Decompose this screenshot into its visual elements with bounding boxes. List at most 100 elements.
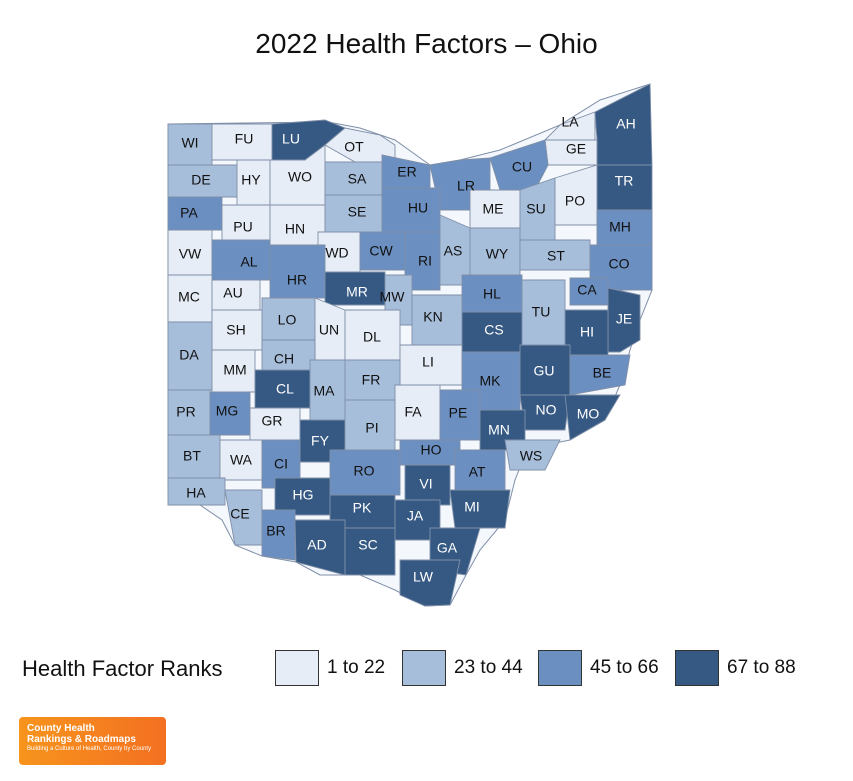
county-label-bt: BT [183, 448, 201, 464]
county-label-ge: GE [566, 141, 586, 157]
county-label-mk: MK [480, 373, 502, 389]
legend-label-4: 67 to 88 [727, 657, 796, 678]
legend-title: Health Factor Ranks [22, 656, 223, 681]
county-label-cs: CS [484, 322, 503, 338]
county-label-cw: CW [369, 243, 393, 259]
county-label-sh: SH [226, 322, 245, 338]
county-ha [167, 477, 226, 506]
legend-label-1: 1 to 22 [327, 657, 386, 678]
legend-swatch-1 [275, 650, 319, 686]
county-label-vw: VW [179, 246, 202, 262]
county-label-ha: HA [186, 485, 206, 501]
county-label-fy: FY [311, 433, 330, 449]
county-label-wd: WD [325, 245, 348, 261]
county-label-mg: MG [216, 403, 239, 419]
county-label-pk: PK [353, 500, 372, 516]
county-label-po: PO [565, 193, 585, 209]
county-label-wi: WI [181, 135, 198, 151]
county-label-li: LI [422, 354, 434, 370]
county-mi [449, 489, 511, 529]
county-label-se: SE [348, 204, 367, 220]
county-vi [404, 464, 451, 506]
county-label-fr: FR [362, 372, 381, 388]
county-label-fu: FU [235, 131, 254, 147]
county-label-mm: MM [223, 362, 246, 378]
county-label-ga: GA [437, 540, 458, 556]
county-label-un: UN [319, 322, 339, 338]
county-label-wa: WA [230, 452, 253, 468]
county-health-rankings-logo: County Health Rankings & Roadmaps Buildi… [19, 717, 166, 765]
county-label-co: CO [609, 256, 630, 272]
county-label-al: AL [240, 254, 257, 270]
county-label-ch: CH [274, 351, 294, 367]
county-label-tr: TR [615, 173, 634, 189]
county-label-hr: HR [287, 272, 307, 288]
county-label-er: ER [397, 164, 416, 180]
county-ri [404, 231, 441, 291]
county-label-su: SU [526, 201, 545, 217]
county-label-dl: DL [363, 329, 381, 345]
county-label-wo: WO [288, 169, 312, 185]
county-lw [399, 559, 461, 607]
county-label-be: BE [593, 365, 612, 381]
county-label-mo: MO [577, 406, 600, 422]
county-label-ws: WS [520, 448, 543, 464]
county-label-as: AS [444, 243, 463, 259]
county-label-de: DE [191, 172, 210, 188]
county-label-ad: AD [307, 537, 326, 553]
county-label-no: NO [536, 402, 557, 418]
county-label-cl: CL [276, 381, 294, 397]
county-label-pu: PU [233, 219, 252, 235]
county-label-ce: CE [230, 506, 249, 522]
county-label-pe: PE [449, 405, 468, 421]
county-label-je: JE [616, 311, 632, 327]
county-label-wy: WY [486, 246, 509, 262]
legend-swatch-2 [402, 650, 446, 686]
county-label-la: LA [561, 114, 579, 130]
county-label-ho: HO [421, 442, 442, 458]
logo-line-1: County Health [27, 723, 95, 734]
county-label-ah: AH [616, 116, 635, 132]
county-label-sc: SC [358, 537, 377, 553]
county-label-pi: PI [365, 420, 378, 436]
county-label-ro: RO [354, 463, 375, 479]
county-label-me: ME [483, 201, 504, 217]
county-label-hl: HL [483, 286, 501, 302]
county-label-ot: OT [344, 139, 364, 155]
legend-label-3: 45 to 66 [590, 657, 659, 678]
legend-label-2: 23 to 44 [454, 657, 523, 678]
county-label-ma: MA [314, 383, 336, 399]
county-label-hg: HG [293, 487, 314, 503]
county-label-mi: MI [464, 499, 480, 515]
logo-line-2: Rankings & Roadmaps [27, 734, 136, 745]
county-be [569, 354, 631, 396]
county-mo [564, 394, 621, 441]
county-label-mc: MC [178, 289, 200, 305]
county-label-da: DA [179, 347, 199, 363]
county-cu [489, 139, 549, 191]
county-br [261, 509, 296, 561]
county-label-gu: GU [534, 363, 555, 379]
county-label-hi: HI [580, 324, 594, 340]
county-label-ri: RI [418, 253, 432, 269]
county-label-fa: FA [404, 404, 422, 420]
county-label-mw: MW [380, 289, 406, 305]
county-label-br: BR [266, 523, 285, 539]
county-label-mn: MN [488, 422, 510, 438]
county-label-cu: CU [512, 159, 532, 175]
county-label-kn: KN [423, 309, 442, 325]
county-label-tu: TU [532, 304, 551, 320]
county-label-hy: HY [241, 172, 261, 188]
county-label-lu: LU [282, 131, 300, 147]
county-label-lw: LW [413, 569, 434, 585]
county-label-pa: PA [180, 205, 198, 221]
county-label-vi: VI [419, 476, 432, 492]
county-label-lr: LR [457, 178, 475, 194]
legend: Health Factor Ranks 1 to 22 23 to 44 45 … [22, 650, 822, 690]
county-label-au: AU [223, 285, 242, 301]
county-label-hn: HN [285, 221, 305, 237]
county-ws [504, 439, 561, 471]
county-label-st: ST [547, 248, 565, 264]
county-label-mh: MH [609, 219, 631, 235]
